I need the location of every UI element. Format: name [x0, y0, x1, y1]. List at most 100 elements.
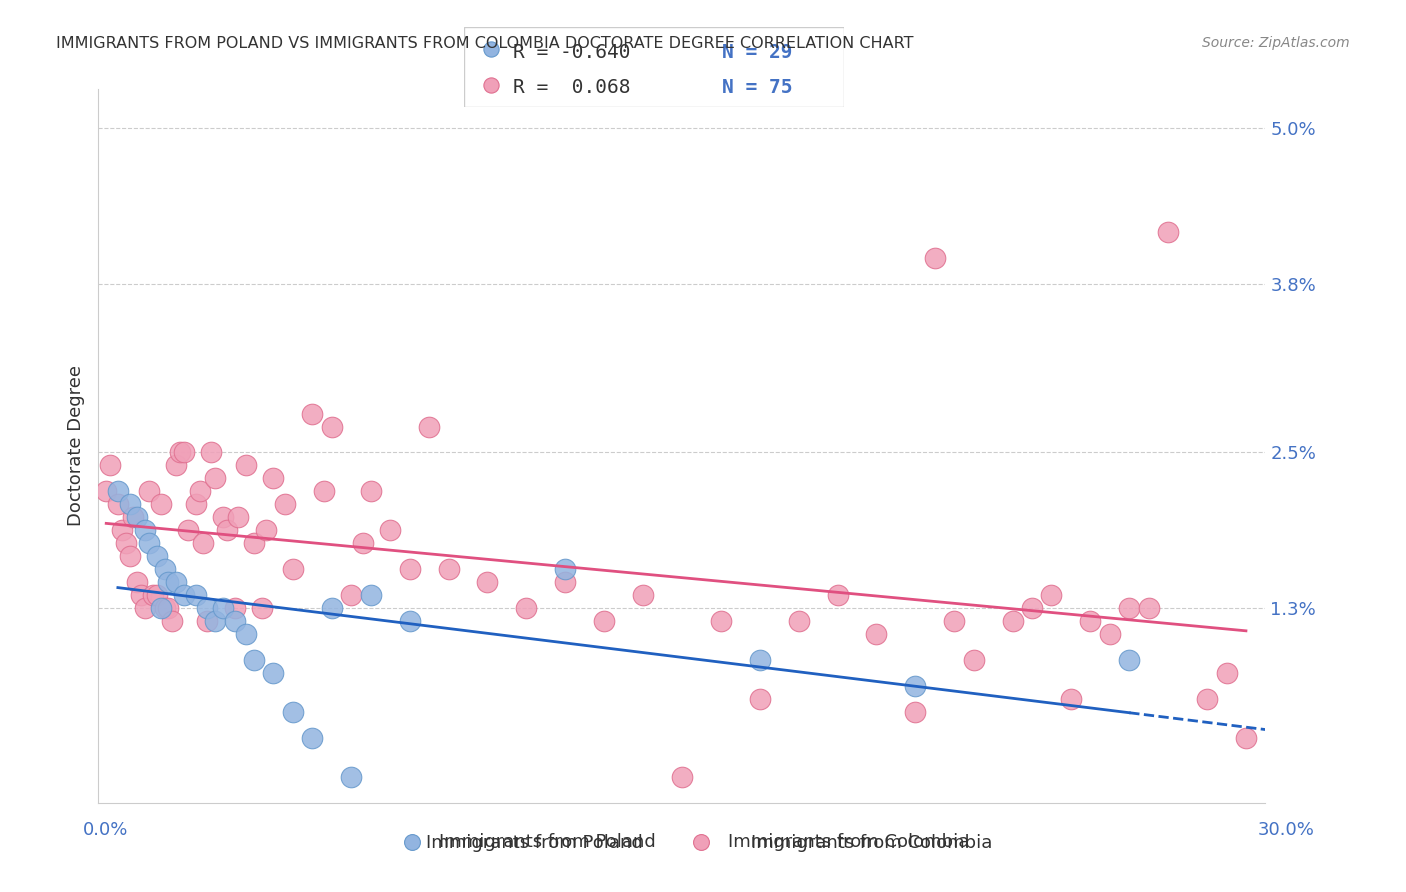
Point [118, 549, 141, 564]
Point [107, 497, 129, 511]
Point [787, 614, 810, 628]
Point [1215, 666, 1237, 681]
Point [1021, 601, 1043, 615]
Point [1157, 225, 1180, 239]
Legend: Immigrants from Poland, Immigrants from Colombia: Immigrants from Poland, Immigrants from … [387, 826, 977, 858]
Point [177, 524, 200, 538]
Point [827, 588, 849, 602]
Point [228, 510, 250, 524]
Point [224, 614, 246, 628]
Point [418, 419, 440, 434]
Point [281, 562, 304, 576]
Point [153, 562, 176, 576]
Point [212, 601, 235, 615]
Point [173, 445, 195, 459]
Point [114, 536, 136, 550]
Point [962, 653, 984, 667]
Point [515, 601, 537, 615]
Point [215, 524, 238, 538]
Point [184, 588, 207, 602]
Point [134, 524, 156, 538]
Point [195, 614, 218, 628]
Point [162, 614, 184, 628]
Point [173, 588, 195, 602]
Point [1080, 614, 1102, 628]
Point [1137, 601, 1160, 615]
Text: R =  0.068: R = 0.068 [513, 78, 631, 97]
Point [274, 497, 297, 511]
Point [146, 588, 169, 602]
Point [479, 78, 502, 92]
Point [398, 614, 420, 628]
Point [184, 497, 207, 511]
Point [157, 601, 180, 615]
Point [224, 601, 246, 615]
Point [1118, 653, 1140, 667]
Point [235, 627, 257, 641]
Point [169, 445, 191, 459]
Point [193, 536, 215, 550]
Point [235, 458, 257, 473]
Y-axis label: Doctorate Degree: Doctorate Degree [66, 366, 84, 526]
Text: 0.0%: 0.0% [83, 821, 128, 838]
Point [748, 692, 770, 706]
Point [1098, 627, 1121, 641]
Text: N = 75: N = 75 [723, 78, 793, 97]
Point [129, 588, 152, 602]
Point [262, 666, 284, 681]
Point [146, 549, 169, 564]
Point [904, 679, 927, 693]
Point [127, 510, 149, 524]
Point [195, 601, 218, 615]
Point [1195, 692, 1218, 706]
Point [321, 601, 343, 615]
Point [437, 562, 460, 576]
Point [865, 627, 887, 641]
Point [631, 588, 654, 602]
Point [904, 705, 927, 719]
Point [243, 536, 266, 550]
Text: 30.0%: 30.0% [1258, 821, 1315, 838]
FancyBboxPatch shape [464, 27, 844, 107]
Point [118, 497, 141, 511]
Point [1060, 692, 1083, 706]
Point [254, 524, 277, 538]
Point [122, 510, 145, 524]
Point [138, 484, 160, 499]
Point [301, 407, 323, 421]
Text: Immigrants from Colombia: Immigrants from Colombia [751, 834, 993, 852]
Point [398, 562, 420, 576]
Point [710, 614, 733, 628]
Point [554, 562, 576, 576]
Point [477, 575, 499, 590]
Point [138, 536, 160, 550]
Point [204, 471, 226, 485]
Point [1234, 731, 1257, 745]
Point [479, 42, 502, 56]
Point [153, 601, 176, 615]
Point [593, 614, 616, 628]
Text: Source: ZipAtlas.com: Source: ZipAtlas.com [1202, 36, 1350, 50]
Point [1040, 588, 1063, 602]
Point [554, 575, 576, 590]
Point [212, 510, 235, 524]
Point [281, 705, 304, 719]
Point [924, 251, 946, 265]
Point [360, 588, 382, 602]
Text: R = -0.640: R = -0.640 [513, 43, 631, 62]
Point [188, 484, 211, 499]
Point [340, 588, 363, 602]
Point [142, 588, 165, 602]
Point [301, 731, 323, 745]
Point [340, 770, 363, 784]
Point [134, 601, 156, 615]
Point [748, 653, 770, 667]
Point [96, 484, 118, 499]
Point [204, 614, 226, 628]
Point [321, 419, 343, 434]
Point [943, 614, 966, 628]
Point [352, 536, 374, 550]
Text: IMMIGRANTS FROM POLAND VS IMMIGRANTS FROM COLOMBIA DOCTORATE DEGREE CORRELATION : IMMIGRANTS FROM POLAND VS IMMIGRANTS FRO… [56, 36, 914, 51]
Point [200, 445, 222, 459]
Point [1118, 601, 1140, 615]
